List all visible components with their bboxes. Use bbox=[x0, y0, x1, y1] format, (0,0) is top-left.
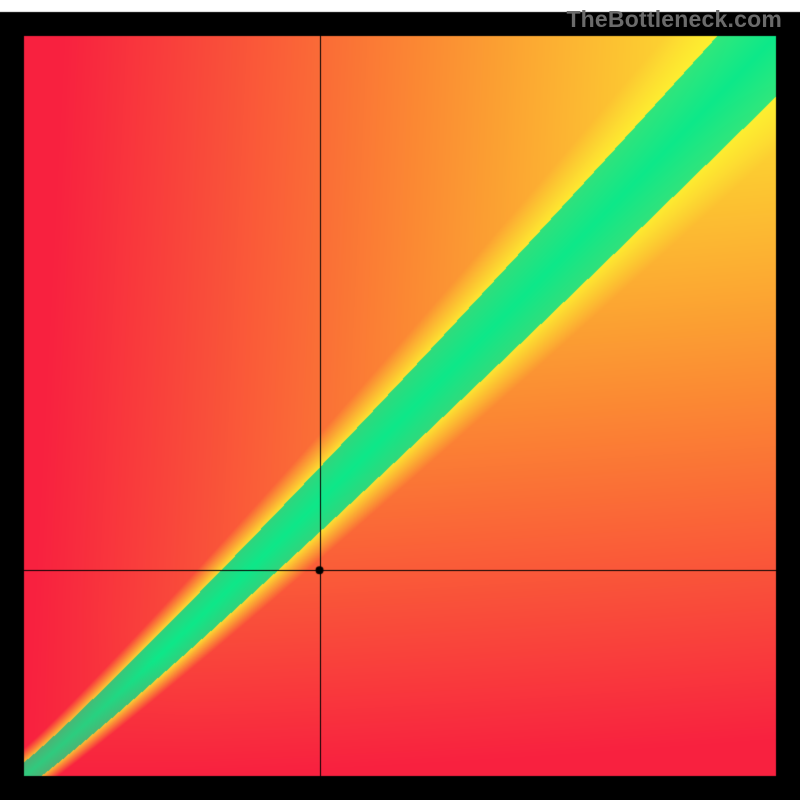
bottleneck-heatmap bbox=[0, 0, 800, 800]
watermark-text: TheBottleneck.com bbox=[566, 6, 782, 33]
heatmap-canvas bbox=[0, 0, 800, 800]
